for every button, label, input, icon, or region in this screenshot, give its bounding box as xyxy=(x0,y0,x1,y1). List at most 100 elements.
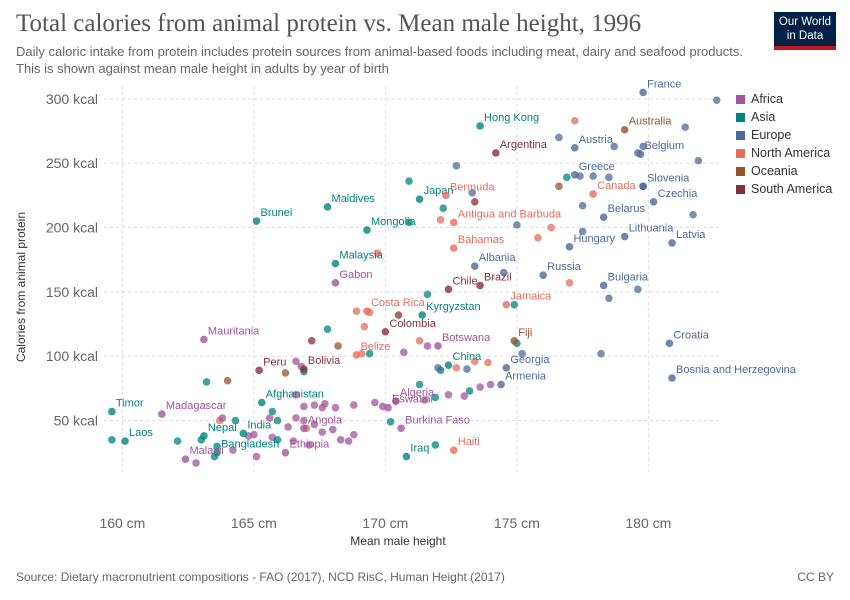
data-point xyxy=(158,410,166,418)
data-point xyxy=(202,378,211,386)
legend: Africa Asia Europe North America Oceania Sout… xyxy=(736,90,832,198)
data-point xyxy=(449,218,458,227)
legend-item[interactable]: Oceania xyxy=(736,162,832,180)
data-point xyxy=(307,336,316,345)
license-link[interactable]: CC BY xyxy=(797,570,834,584)
point-label: Argentina xyxy=(500,139,548,151)
legend-label: North America xyxy=(751,146,831,160)
data-point xyxy=(452,161,461,170)
point-label: Czechia xyxy=(658,188,699,200)
y-tick-label: 100 kcal xyxy=(46,348,98,364)
data-point xyxy=(213,448,221,457)
point-label: Laos xyxy=(129,427,153,439)
point-label: Bangladesh xyxy=(221,439,279,451)
data-point xyxy=(471,262,479,270)
data-point xyxy=(273,436,282,444)
logo-line-1: Our World xyxy=(778,16,832,28)
data-point xyxy=(597,349,605,358)
data-point xyxy=(599,281,608,290)
data-point xyxy=(610,142,618,151)
point-label: Belize xyxy=(360,341,390,353)
point-label: Haiti xyxy=(458,436,480,448)
data-point xyxy=(502,300,511,309)
point-label: Antigua and Barbuda xyxy=(458,208,562,220)
y-tick-label: 150 kcal xyxy=(46,284,98,300)
data-point xyxy=(281,369,290,377)
data-point xyxy=(539,271,547,279)
legend-item[interactable]: Africa xyxy=(736,90,832,108)
data-point xyxy=(108,436,116,444)
data-point xyxy=(444,391,453,399)
data-point xyxy=(452,363,461,372)
data-point xyxy=(399,348,408,357)
point-label: Greece xyxy=(579,161,615,173)
point-label: Canada xyxy=(597,180,636,192)
data-point xyxy=(397,424,405,433)
y-tick-label: 50 kcal xyxy=(54,413,98,429)
data-point xyxy=(213,442,221,451)
data-point xyxy=(665,339,674,348)
data-point xyxy=(300,365,308,373)
owid-logo[interactable]: Our World in Data xyxy=(774,12,836,50)
data-point xyxy=(431,441,440,449)
data-point xyxy=(352,307,361,315)
data-point xyxy=(334,342,342,350)
point-label: Kyrgyzstan xyxy=(426,301,480,313)
point-label: Algeria xyxy=(400,387,435,399)
data-point xyxy=(555,133,563,142)
y-axis-title: Calories from animal protein xyxy=(14,212,28,362)
point-label: Bahamas xyxy=(458,234,505,246)
source-note[interactable]: Source: Dietary macronutrient compositio… xyxy=(16,570,505,584)
data-point xyxy=(331,259,340,268)
point-label: Eswatini xyxy=(392,394,433,406)
data-point xyxy=(252,217,261,225)
point-label: Mongolia xyxy=(371,216,417,228)
legend-item[interactable]: South America xyxy=(736,180,832,198)
legend-swatch xyxy=(736,112,745,122)
data-point xyxy=(449,244,458,252)
legend-label: Europe xyxy=(751,128,792,142)
point-label: Croatia xyxy=(673,329,709,341)
data-point xyxy=(460,392,469,400)
point-label: Chile xyxy=(453,275,478,287)
data-point xyxy=(121,437,129,445)
data-point xyxy=(223,376,232,385)
data-point xyxy=(265,414,274,422)
data-point xyxy=(502,363,511,372)
point-label: Fiji xyxy=(518,327,532,339)
x-axis-title: Mean male height xyxy=(350,534,446,548)
point-label: Armenia xyxy=(505,371,547,383)
legend-item[interactable]: Asia xyxy=(736,108,832,126)
data-point xyxy=(360,322,369,331)
x-tick-label: 175 cm xyxy=(494,515,540,531)
data-point xyxy=(331,279,340,287)
data-point xyxy=(255,366,263,375)
data-point xyxy=(534,234,542,242)
data-point xyxy=(513,221,521,229)
data-point xyxy=(578,201,587,210)
data-point xyxy=(418,311,427,319)
data-point xyxy=(386,418,395,426)
legend-item[interactable]: Europe xyxy=(736,126,832,144)
data-point xyxy=(423,342,432,350)
legend-swatch xyxy=(736,184,745,194)
data-point xyxy=(589,190,597,198)
legend-swatch xyxy=(736,94,745,104)
data-point xyxy=(689,210,697,219)
legend-item[interactable]: North America xyxy=(736,144,832,162)
point-label: Nepal xyxy=(208,422,237,434)
data-point xyxy=(634,285,642,294)
point-label: Lithuania xyxy=(629,223,675,235)
point-label: Bosnia and Herzegovina xyxy=(676,364,797,376)
data-point xyxy=(229,446,237,454)
data-point xyxy=(350,401,358,409)
point-label: Madagascar xyxy=(166,400,227,412)
data-point xyxy=(415,336,424,345)
point-label: Timor xyxy=(116,398,144,410)
legend-label: Asia xyxy=(751,110,776,124)
point-label: Bulgaria xyxy=(608,271,649,283)
data-point xyxy=(668,374,676,382)
chart-subtitle: Daily caloric intake from protein includ… xyxy=(16,44,743,76)
data-point xyxy=(300,416,308,425)
data-point xyxy=(599,213,608,222)
